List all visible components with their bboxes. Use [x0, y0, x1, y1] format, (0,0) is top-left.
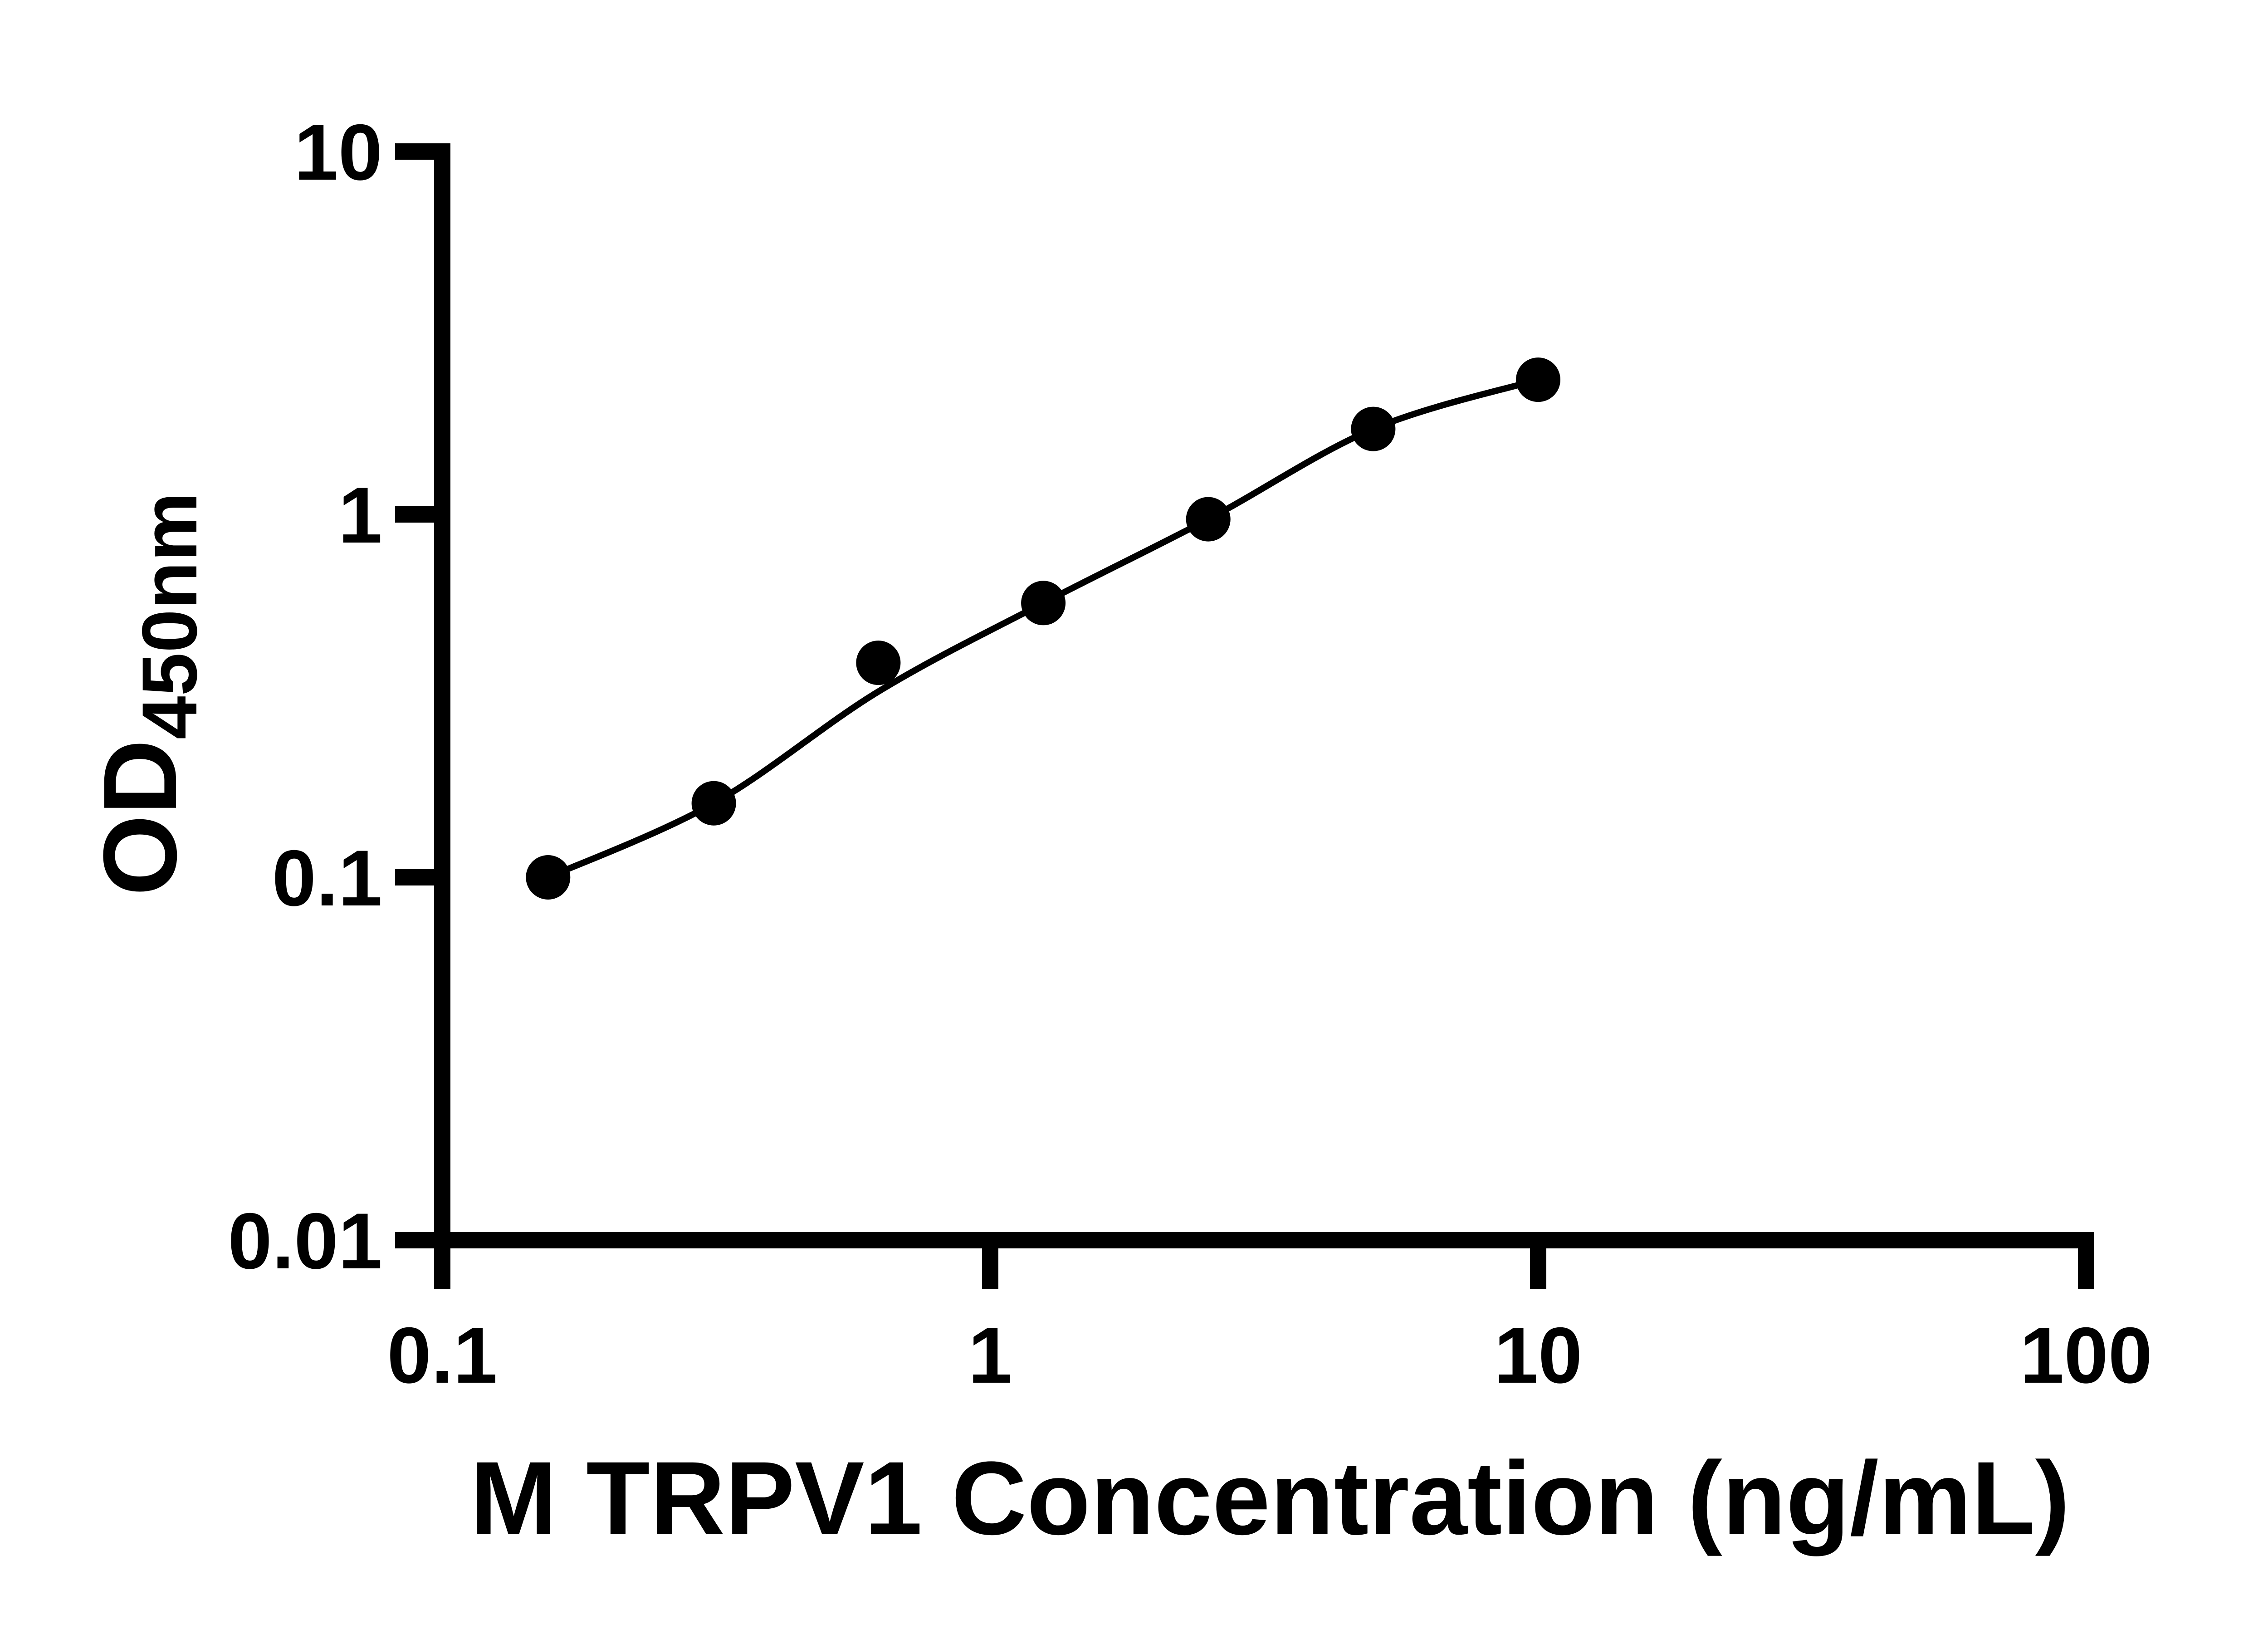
data-point-marker: [526, 855, 571, 900]
y-tick-label: 1: [338, 471, 382, 560]
x-tick-label: 10: [1494, 1311, 1583, 1400]
y-tick-label: 0.01: [228, 1197, 382, 1286]
x-tick-label: 100: [2020, 1311, 2152, 1400]
data-point-marker: [1351, 406, 1396, 451]
axes: [395, 143, 2094, 1289]
data-series: [526, 357, 1560, 900]
y-tick-label: 10: [294, 108, 382, 197]
data-point-marker: [691, 781, 736, 826]
data-point-marker: [1516, 357, 1560, 402]
x-tick-label: 0.1: [387, 1311, 497, 1400]
x-tick-label: 1: [968, 1311, 1012, 1400]
y-tick-label: 0.1: [272, 834, 382, 923]
x-axis-title: M TRPV1 Concentration (ng/mL): [470, 1440, 2070, 1556]
data-point-marker: [1021, 581, 1066, 626]
y-axis-title: OD450nm: [82, 492, 213, 896]
data-point-marker: [856, 641, 901, 685]
data-point-marker: [1186, 497, 1231, 542]
